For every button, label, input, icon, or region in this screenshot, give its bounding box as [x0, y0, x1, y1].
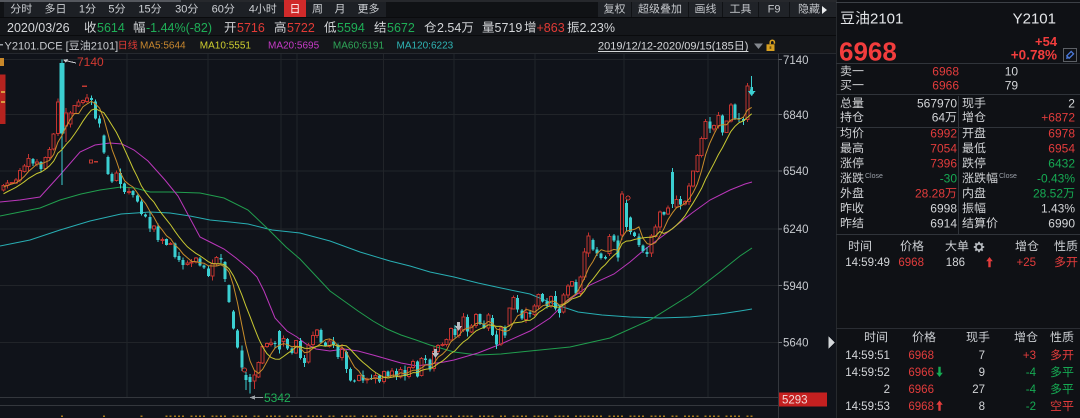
svg-text:10: 10 [1005, 64, 1019, 78]
svg-text:7140: 7140 [77, 55, 104, 69]
svg-text:-2: -2 [1026, 401, 1036, 413]
svg-text:2: 2 [1068, 96, 1075, 110]
svg-text:6914: 6914 [930, 216, 957, 230]
svg-text:MA60:6191: MA60:6191 [333, 41, 385, 52]
svg-text:Y2101.DCE [: Y2101.DCE [ [5, 40, 69, 52]
svg-text:6966: 6966 [908, 384, 934, 396]
svg-text:6968: 6968 [908, 401, 934, 413]
svg-text:14:59:51: 14:59:51 [845, 350, 890, 362]
svg-text:6968: 6968 [908, 350, 934, 362]
svg-text:Close: Close [865, 173, 883, 180]
svg-text:14:59:52: 14:59:52 [845, 367, 890, 379]
svg-text:5342: 5342 [264, 391, 291, 405]
svg-text:Y2101: Y2101 [1013, 10, 1056, 27]
svg-text:4: 4 [249, 4, 255, 16]
svg-text:5: 5 [108, 4, 114, 16]
svg-text:6240: 6240 [783, 224, 809, 236]
svg-text:5594: 5594 [337, 21, 365, 35]
svg-text:7: 7 [979, 350, 985, 362]
svg-text:+863: +863 [537, 21, 565, 35]
svg-text:-4: -4 [1026, 367, 1037, 379]
svg-text:+0.78%: +0.78% [1011, 48, 1057, 63]
svg-text:6992: 6992 [930, 126, 957, 140]
svg-text:6966: 6966 [908, 367, 934, 379]
svg-text:): ) [745, 40, 749, 52]
svg-text:7054: 7054 [930, 141, 957, 155]
svg-text:28.52: 28.52 [1033, 186, 1063, 200]
svg-text:1.43%: 1.43% [1041, 201, 1075, 215]
svg-text:79: 79 [1005, 78, 1019, 92]
svg-text:2101]: 2101] [91, 40, 119, 52]
svg-text:5940: 5940 [783, 281, 809, 293]
svg-text:6968: 6968 [898, 257, 924, 269]
svg-text:6990: 6990 [1048, 216, 1075, 230]
svg-text:+3: +3 [1023, 350, 1036, 362]
svg-text:MA120:6223: MA120:6223 [397, 41, 454, 52]
svg-text:567970: 567970 [917, 96, 957, 110]
svg-text:2019/12/12-2020/09/15(185: 2019/12/12-2020/09/15(185 [598, 40, 734, 52]
svg-text:5719: 5719 [495, 21, 523, 35]
svg-text:14:59:49: 14:59:49 [845, 257, 890, 269]
svg-text:186: 186 [946, 257, 965, 269]
svg-text:8: 8 [979, 401, 985, 413]
svg-text:6540: 6540 [783, 166, 809, 178]
svg-text:2101: 2101 [870, 10, 903, 27]
svg-text:-0.43%: -0.43% [1037, 171, 1075, 185]
svg-text:2: 2 [884, 384, 890, 396]
svg-text:6432: 6432 [1048, 156, 1075, 170]
svg-text:6998: 6998 [930, 201, 957, 215]
svg-text:-4: -4 [1026, 384, 1037, 396]
svg-text:5614: 5614 [97, 21, 125, 35]
svg-text:5293: 5293 [782, 395, 808, 407]
svg-text:2.54: 2.54 [437, 21, 461, 35]
svg-text:64: 64 [932, 110, 946, 124]
svg-text:6968: 6968 [839, 36, 897, 66]
svg-text:F9: F9 [768, 4, 781, 16]
svg-text:27: 27 [972, 384, 985, 396]
svg-text:15: 15 [138, 4, 150, 16]
svg-text:+54: +54 [1035, 34, 1058, 49]
svg-text:6966: 6966 [932, 78, 959, 92]
svg-text:+6872: +6872 [1041, 110, 1075, 124]
svg-text:1: 1 [79, 4, 85, 16]
svg-text:6840: 6840 [783, 110, 809, 122]
svg-text:6978: 6978 [1048, 126, 1075, 140]
svg-text:14:59:53: 14:59:53 [845, 401, 890, 413]
svg-text:6968: 6968 [932, 64, 959, 78]
svg-text:7140: 7140 [783, 55, 809, 67]
svg-text:28.28: 28.28 [915, 186, 945, 200]
svg-text:30: 30 [175, 4, 187, 16]
svg-text:-1.44%(-82): -1.44%(-82) [146, 21, 212, 35]
svg-text:5722: 5722 [287, 21, 315, 35]
svg-text:7396: 7396 [930, 156, 957, 170]
svg-text:5716: 5716 [237, 21, 265, 35]
svg-text:6954: 6954 [1048, 141, 1075, 155]
svg-text:9: 9 [979, 367, 985, 379]
svg-text:Close: Close [999, 173, 1017, 180]
svg-text:MA20:5695: MA20:5695 [268, 41, 320, 52]
svg-text:+25: +25 [1017, 257, 1037, 269]
svg-text:5672: 5672 [387, 21, 415, 35]
svg-text:5640: 5640 [783, 338, 809, 350]
svg-text:-30: -30 [940, 171, 958, 185]
svg-text:60: 60 [212, 4, 224, 16]
svg-text:2.23%: 2.23% [580, 21, 615, 35]
svg-text:MA10:5551: MA10:5551 [200, 41, 252, 52]
svg-text:2020/03/26: 2020/03/26 [7, 21, 70, 35]
svg-text:MA5:5644: MA5:5644 [140, 41, 186, 52]
